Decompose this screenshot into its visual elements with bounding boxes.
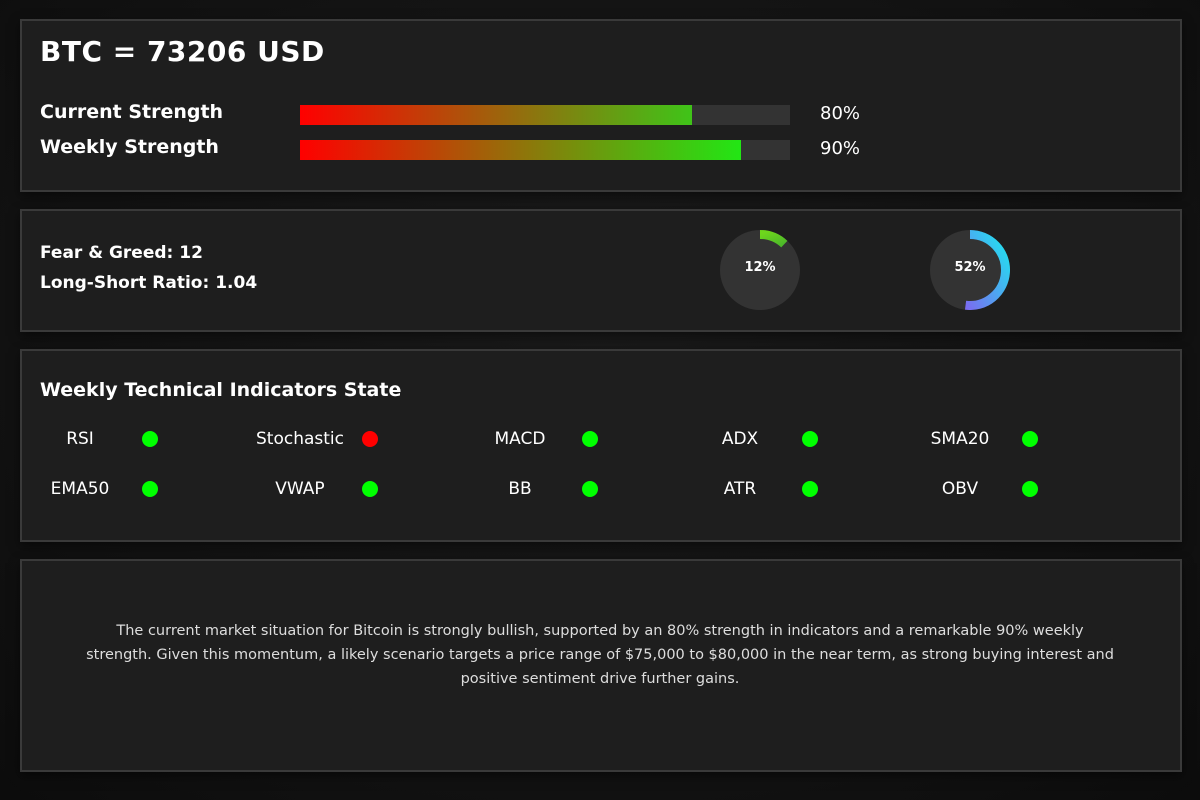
current-strength-bar bbox=[300, 105, 790, 125]
long-short-gauge-svg bbox=[930, 230, 1010, 310]
weekly-strength-bar-fill bbox=[300, 140, 741, 160]
indicator-status-dot bbox=[802, 431, 818, 447]
summary-panel: The current market situation for Bitcoin… bbox=[20, 559, 1182, 772]
indicator-name: OBV bbox=[941, 479, 979, 499]
indicator-status-dot bbox=[582, 431, 598, 447]
indicator-status-dot bbox=[1022, 431, 1038, 447]
fear-greed-gauge-bg bbox=[720, 230, 800, 310]
price-panel: BTC = 73206 USD Current Strength 80% Wee… bbox=[20, 19, 1182, 192]
indicator-status-dot bbox=[362, 431, 378, 447]
current-strength-percent: 80% bbox=[820, 103, 861, 124]
long-short-gauge: 52% bbox=[930, 230, 1010, 310]
weekly-strength-label: Weekly Strength bbox=[40, 136, 219, 158]
indicators-panel: Weekly Technical Indicators State RSI Sto… bbox=[20, 349, 1182, 542]
long-short-gauge-bg bbox=[930, 230, 1010, 310]
summary-text: The current market situation for Bitcoin… bbox=[86, 623, 1114, 687]
weekly-strength-bar bbox=[300, 140, 790, 160]
indicator-name: EMA50 bbox=[50, 479, 110, 499]
fear-greed-text: Fear & Greed: 12 bbox=[40, 243, 203, 263]
indicator-status-dot bbox=[142, 431, 158, 447]
page-title: BTC = 73206 USD bbox=[40, 35, 325, 68]
indicator-name: BB bbox=[508, 479, 532, 499]
indicator-status-dot bbox=[1022, 481, 1038, 497]
indicator-name: VWAP bbox=[275, 479, 325, 499]
fear-greed-gauge-arc bbox=[759, 230, 788, 248]
current-strength-bar-fill bbox=[300, 105, 692, 125]
fear-greed-gauge-label: 12% bbox=[744, 259, 776, 275]
fear-greed-gauge: 12% bbox=[720, 230, 800, 310]
indicator-name: SMA20 bbox=[930, 429, 990, 449]
sentiment-panel: Fear & Greed: 12 Long-Short Ratio: 1.04 … bbox=[20, 209, 1182, 332]
long-short-ratio-text: Long-Short Ratio: 1.04 bbox=[40, 273, 258, 293]
indicator-name: Stochastic bbox=[256, 429, 344, 449]
indicator-status-dot bbox=[362, 481, 378, 497]
weekly-strength-percent: 90% bbox=[820, 138, 861, 159]
current-strength-label: Current Strength bbox=[40, 101, 224, 123]
indicator-name: ADX bbox=[721, 429, 759, 449]
long-short-gauge-label: 52% bbox=[954, 259, 986, 275]
indicator-status-dot bbox=[802, 481, 818, 497]
long-short-gauge-arc bbox=[964, 230, 1010, 310]
indicators-title: Weekly Technical Indicators State bbox=[40, 379, 402, 401]
fear-greed-gauge-svg bbox=[720, 230, 800, 310]
indicator-status-dot bbox=[582, 481, 598, 497]
indicator-status-dot bbox=[142, 481, 158, 497]
indicator-name: ATR bbox=[723, 479, 757, 499]
indicator-name: MACD bbox=[494, 429, 546, 449]
indicator-name: RSI bbox=[66, 429, 94, 449]
